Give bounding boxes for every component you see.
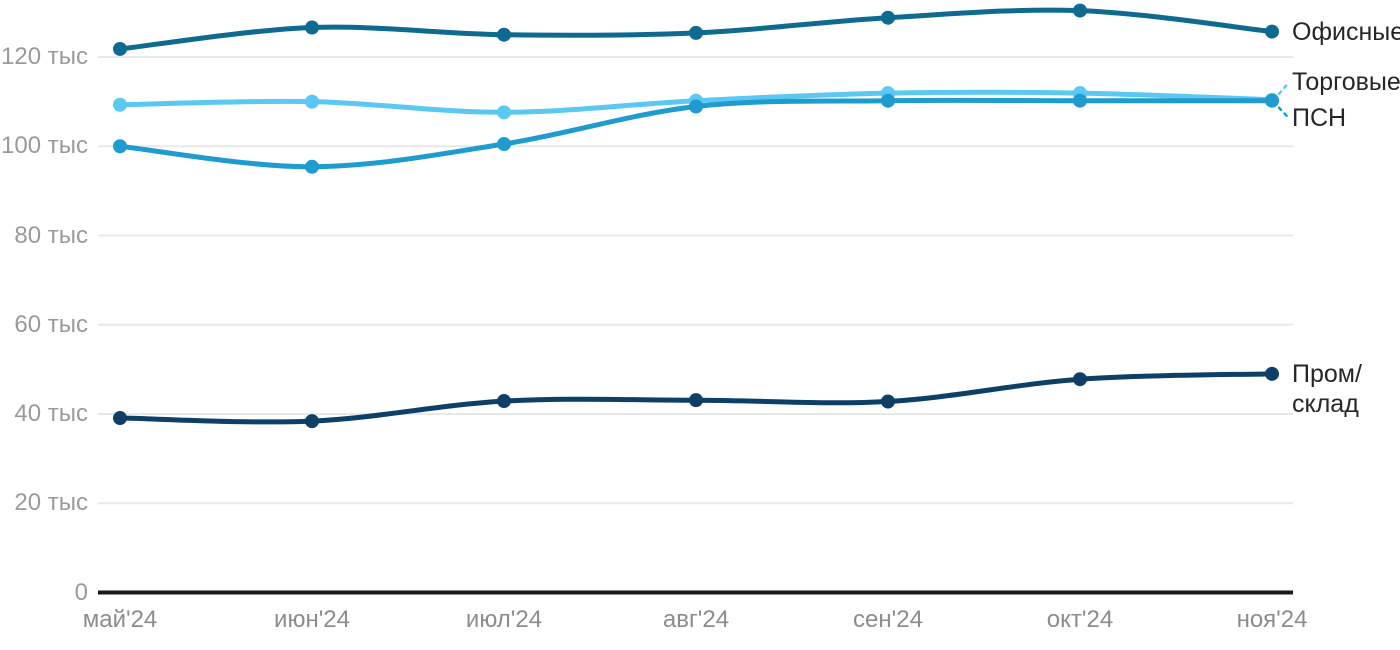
- data-point: [881, 10, 895, 25]
- x-tick-label: сен'24: [853, 606, 923, 633]
- x-tick-label: июл'24: [465, 606, 543, 633]
- series-label-text: Торговые: [1292, 68, 1400, 97]
- y-tick-label: 60 тыс: [14, 310, 88, 338]
- x-tick-label: июн'24: [274, 606, 350, 633]
- data-point: [305, 20, 319, 35]
- data-point: [1073, 93, 1087, 108]
- data-point: [1265, 93, 1279, 108]
- data-point: [881, 93, 895, 108]
- data-point: [113, 139, 127, 154]
- label-leader-line: [1277, 106, 1291, 120]
- data-point: [497, 27, 511, 42]
- x-tick-label: май'24: [82, 606, 158, 633]
- y-tick-label: 100 тыс: [1, 132, 88, 160]
- x-tick-label: авг'24: [662, 606, 730, 633]
- data-point: [1073, 3, 1087, 18]
- y-tick-label: 0: [74, 578, 88, 606]
- data-point: [305, 159, 319, 174]
- series-label-text: склад: [1292, 389, 1359, 418]
- data-point: [1265, 24, 1279, 39]
- data-point: [113, 97, 127, 112]
- data-point: [497, 137, 511, 152]
- series-label-4: Пром/склад: [1292, 359, 1362, 419]
- series-label-text: ПСН: [1292, 104, 1347, 133]
- data-point: [497, 394, 511, 409]
- data-point: [113, 41, 127, 56]
- series-label-3: ПСН: [1292, 103, 1346, 133]
- y-tick-label: 20 тыс: [14, 489, 88, 517]
- data-point: [689, 393, 703, 408]
- y-tick-label: 40 тыс: [14, 400, 88, 427]
- label-leader-line: [1277, 81, 1291, 96]
- x-tick-label: ноя'24: [1236, 606, 1308, 633]
- series-label-1: Офисные: [1292, 17, 1400, 47]
- series-label-2: Торговые: [1292, 67, 1400, 97]
- data-point: [1265, 366, 1279, 381]
- data-point: [881, 394, 895, 409]
- data-point: [689, 25, 703, 40]
- x-tick-label: окт'24: [1046, 606, 1114, 633]
- data-point: [1073, 372, 1087, 387]
- y-tick-label: 120 тыс: [1, 43, 88, 70]
- y-tick-label: 80 тыс: [14, 221, 88, 249]
- data-point: [497, 105, 511, 120]
- data-point: [113, 411, 127, 426]
- series-label-text: Офисные: [1292, 17, 1400, 46]
- data-point: [305, 94, 319, 109]
- series-label-text: Пром/: [1292, 359, 1362, 388]
- data-point: [689, 99, 703, 114]
- data-point: [305, 414, 319, 429]
